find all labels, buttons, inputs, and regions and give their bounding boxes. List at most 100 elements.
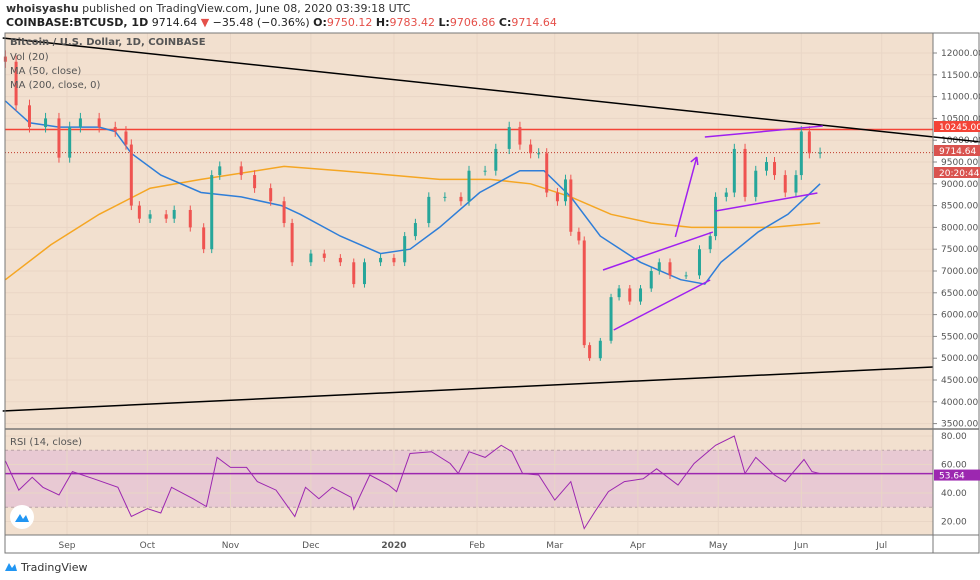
countdown-label: 20:20:44 — [939, 169, 980, 179]
legend-title: Bitcoin / U.S. Dollar, 1D, COINBASE — [10, 37, 206, 48]
candle — [649, 271, 653, 289]
high-label: H: — [375, 16, 390, 29]
candle — [253, 175, 257, 189]
candle — [137, 205, 141, 219]
tradingview-logo-icon — [4, 560, 18, 575]
candle — [68, 127, 72, 158]
y-tick-label: 7000.00 — [941, 267, 978, 277]
candle — [569, 179, 573, 232]
candle — [609, 297, 613, 341]
candle — [764, 162, 768, 171]
down-arrow-icon: ▼ — [200, 16, 210, 29]
candle — [732, 148, 736, 193]
candle — [27, 105, 31, 128]
low-value: 9706.86 — [449, 16, 496, 29]
y-tick-label: 6500.00 — [941, 289, 978, 299]
y-tick-label: 6000.00 — [941, 311, 978, 321]
wedge-upper-drawing — [704, 125, 823, 138]
candle — [188, 209, 192, 228]
candle — [598, 340, 602, 359]
x-tick-label: Sep — [59, 541, 76, 551]
candle — [799, 131, 803, 176]
candle — [210, 175, 214, 250]
y-tick-label: 5500.00 — [941, 332, 978, 342]
price-axis: 12000.00 11500.00 11000.00 10500.00 10000.00… — [933, 49, 980, 430]
candles — [3, 50, 822, 361]
rsi-tick-label: 20.00 — [941, 518, 967, 528]
symbol: COINBASE:BTCUSD, 1D — [6, 16, 149, 29]
candle — [290, 223, 294, 263]
candle — [113, 127, 117, 132]
y-tick-label: 4000.00 — [941, 398, 978, 408]
last-price: 9714.64 — [151, 16, 198, 29]
candle — [148, 214, 152, 219]
candle — [443, 196, 447, 198]
candle — [124, 131, 128, 145]
chart-frame — [4, 32, 980, 554]
candle — [392, 257, 396, 263]
close-label: C: — [498, 16, 512, 29]
publish-info: whoisyashu published on TradingView.com,… — [6, 2, 410, 15]
candle — [708, 236, 712, 250]
x-tick-label: Nov — [222, 541, 240, 551]
candle — [269, 188, 273, 202]
rsi-band — [5, 450, 933, 508]
candle — [338, 257, 342, 263]
candle — [239, 166, 243, 176]
candle — [794, 175, 798, 193]
candle — [628, 288, 632, 302]
candle — [309, 253, 313, 263]
y-tick-label: 4500.00 — [941, 376, 978, 386]
candle — [164, 214, 168, 219]
candle — [78, 118, 82, 128]
rsi-value-label-bg — [934, 469, 980, 481]
candle — [563, 179, 567, 202]
legend-ma50[interactable]: MA (50, close) — [10, 66, 82, 77]
footer-brand[interactable]: TradingView — [4, 560, 87, 575]
candle — [743, 148, 747, 197]
arrow-head-icon — [690, 156, 699, 166]
symbol-info: COINBASE:BTCUSD, 1D 9714.64 ▼ −35.48 (−0… — [6, 16, 557, 29]
x-tick-label: 2020 — [381, 541, 406, 551]
rsi-tick-label: 40.00 — [941, 489, 967, 499]
legend-ma200[interactable]: MA (200, close, 0) — [10, 80, 101, 91]
candle — [754, 170, 758, 197]
y-tick-label: 8000.00 — [941, 223, 978, 233]
candle — [379, 257, 383, 263]
candle — [202, 227, 206, 250]
last-price-label-bg — [934, 145, 980, 156]
rsi-tick-label: 80.00 — [941, 432, 967, 442]
author[interactable]: whoisyashu — [6, 2, 79, 15]
candle — [352, 262, 356, 285]
y-tick-label: 12000.00 — [941, 49, 980, 59]
open-value: 9750.12 — [326, 16, 373, 29]
candle — [807, 131, 811, 154]
y-tick-label: 11000.00 — [941, 93, 980, 103]
candle — [322, 253, 326, 258]
y-tick-label: 11500.00 — [941, 71, 980, 81]
candle — [507, 127, 511, 149]
candle — [773, 162, 777, 176]
rsi-tick-label: 60.00 — [941, 461, 967, 471]
x-tick-label: Feb — [469, 541, 485, 551]
low-label: L: — [438, 16, 450, 29]
candle — [494, 148, 498, 171]
y-tick-label: 3500.00 — [941, 420, 978, 430]
candle — [57, 118, 61, 158]
x-tick-label: Apr — [630, 541, 646, 551]
candle — [467, 170, 471, 202]
candle — [282, 201, 286, 224]
legend-volume[interactable]: Vol (20) — [10, 52, 49, 63]
candle — [684, 275, 688, 277]
candle — [668, 262, 672, 276]
x-tick-label: Jul — [875, 541, 887, 551]
last-price-label: 9714.64 — [939, 147, 976, 157]
candle — [657, 262, 661, 271]
channel-upper-drawing — [602, 231, 714, 271]
tradingview-badge-icon[interactable] — [10, 505, 34, 529]
legend-rsi[interactable]: RSI (14, close) — [10, 437, 83, 448]
y-tick-label: 9000.00 — [941, 180, 978, 190]
candle — [783, 175, 787, 193]
x-tick-label: Dec — [302, 541, 319, 551]
